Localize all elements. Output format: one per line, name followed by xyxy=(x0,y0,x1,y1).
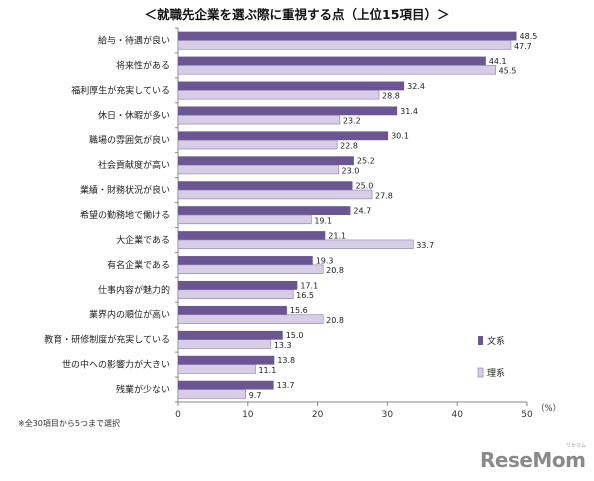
x-axis-unit: （%） xyxy=(536,404,562,414)
value-label-bunkei: 44.1 xyxy=(489,57,507,66)
category-label: 休日・休暇が多い xyxy=(98,109,170,121)
category-label: 仕事内容が魅力的 xyxy=(98,284,170,296)
bar-bunkei xyxy=(178,56,486,66)
value-label-rikei: 27.8 xyxy=(375,191,393,200)
category-label: 将来性がある xyxy=(116,59,170,71)
value-label-bunkei: 13.7 xyxy=(277,381,295,390)
x-tick-label: 30 xyxy=(382,410,394,420)
category-label: 業績・財務状況が良い xyxy=(80,184,170,196)
bar-bunkei xyxy=(178,355,275,365)
value-label-rikei: 20.8 xyxy=(326,266,344,275)
category-label: 教育・研修制度が充実している xyxy=(44,334,170,346)
value-label-rikei: 47.7 xyxy=(514,42,532,51)
bar-bunkei xyxy=(178,106,398,116)
x-tick-label: 0 xyxy=(175,410,181,420)
x-tick-label: 50 xyxy=(521,410,533,420)
category-label: 給与・待遇が良い xyxy=(98,34,170,46)
footnote: ※全30項目から5つまで選択 xyxy=(18,419,120,428)
bar-bunkei xyxy=(178,330,283,340)
bar-rikei xyxy=(177,189,373,200)
category-label: 世の中への影響力が大きい xyxy=(62,359,170,371)
bar-rikei xyxy=(177,164,339,175)
value-label-bunkei: 15.6 xyxy=(290,306,308,315)
legend-label-bunkei: 文系 xyxy=(487,335,505,347)
bar-bunkei xyxy=(178,81,405,91)
bar-bunkei xyxy=(178,131,389,141)
bar-bunkei xyxy=(178,380,274,390)
value-label-rikei: 11.1 xyxy=(258,366,276,375)
x-tick-label: 40 xyxy=(451,410,463,420)
bar-bunkei xyxy=(178,305,287,315)
bar-rikei xyxy=(177,289,294,299)
bar-rikei xyxy=(177,114,341,125)
value-label-bunkei: 30.1 xyxy=(391,132,409,141)
resemom-logo-sub: リセマム xyxy=(566,443,587,449)
resemom-logo: ReseMom xyxy=(480,448,586,472)
category-label: 職場の雰囲気が良い xyxy=(89,134,170,146)
value-label-bunkei: 25.0 xyxy=(356,182,374,191)
value-label-rikei: 16.5 xyxy=(296,291,314,300)
bar-bunkei xyxy=(178,156,354,166)
value-label-bunkei: 19.3 xyxy=(316,256,334,265)
x-tick-label: 10 xyxy=(242,410,254,420)
bar-rikei xyxy=(177,214,312,225)
value-label-rikei: 23.2 xyxy=(343,117,361,126)
bar-rikei xyxy=(177,90,380,100)
bar-bunkei xyxy=(178,281,298,290)
value-label-rikei: 23.0 xyxy=(342,166,360,175)
category-label: 有名企業である xyxy=(107,259,170,271)
bar-rikei xyxy=(177,364,256,374)
legend-swatch-rikei xyxy=(477,367,484,378)
chart-title: ＜就職先企業を選ぶ際に重視する点（上位15項目）＞ xyxy=(144,7,450,22)
value-label-bunkei: 31.4 xyxy=(400,107,418,116)
value-label-bunkei: 13.8 xyxy=(277,356,295,365)
value-label-rikei: 9.7 xyxy=(249,391,262,400)
bar-bunkei xyxy=(178,256,313,265)
x-tick-label: 20 xyxy=(312,410,324,420)
value-label-rikei: 20.8 xyxy=(326,316,344,325)
value-label-bunkei: 25.2 xyxy=(357,157,375,166)
category-label: 残業が少ない xyxy=(116,384,170,396)
bar-rikei xyxy=(177,339,272,349)
category-label: 希望の勤務地で働ける xyxy=(80,209,170,221)
value-label-bunkei: 15.0 xyxy=(286,331,304,340)
legend-label-rikei: 理系 xyxy=(487,368,505,379)
bar-rikei xyxy=(177,40,512,50)
value-label-bunkei: 24.7 xyxy=(353,207,371,216)
value-label-bunkei: 48.5 xyxy=(520,32,538,41)
value-label-rikei: 33.7 xyxy=(416,241,434,250)
category-label: 業界内の順位が高い xyxy=(89,309,170,321)
bar-rikei xyxy=(177,389,247,399)
category-label: 福利厚生が充実している xyxy=(71,84,170,96)
bar-rikei xyxy=(177,264,324,274)
bar-bunkei xyxy=(178,231,326,240)
value-label-bunkei: 32.4 xyxy=(407,82,425,91)
bar-bunkei xyxy=(178,181,353,191)
legend-swatch-bunkei xyxy=(478,336,483,345)
value-label-rikei: 19.1 xyxy=(314,216,332,225)
bar-rikei xyxy=(177,314,324,324)
category-label: 大企業である xyxy=(116,234,170,246)
value-label-rikei: 13.3 xyxy=(274,341,292,350)
bar-bunkei xyxy=(178,206,351,215)
value-label-bunkei: 17.1 xyxy=(300,281,318,290)
bar-rikei xyxy=(177,139,338,150)
bar-bunkei xyxy=(178,31,517,41)
value-label-rikei: 22.8 xyxy=(340,142,358,151)
bar-rikei xyxy=(177,239,414,250)
bar-rikei xyxy=(177,65,496,75)
category-label: 社会貢献度が高い xyxy=(98,159,170,171)
value-label-rikei: 45.5 xyxy=(499,67,517,76)
value-label-bunkei: 21.1 xyxy=(328,231,346,240)
value-label-rikei: 28.8 xyxy=(382,92,400,101)
